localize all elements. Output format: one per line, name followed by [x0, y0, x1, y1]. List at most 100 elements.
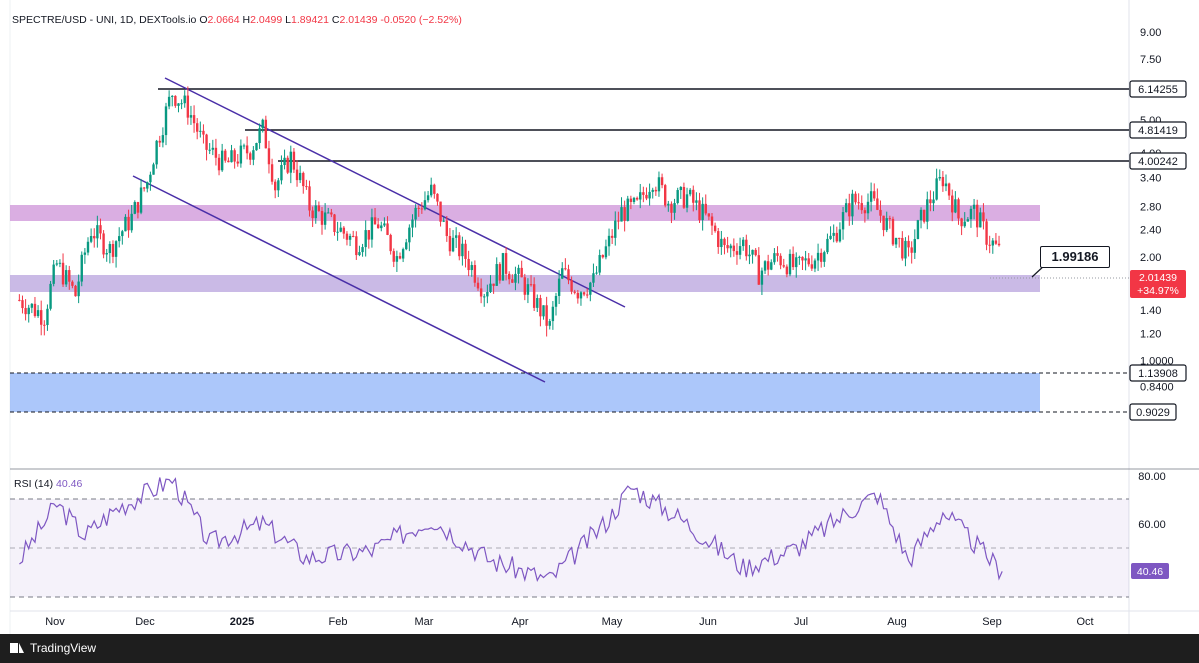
rsi-axis-80: 80.00 — [1138, 471, 1166, 483]
month-label: Apr — [511, 616, 528, 628]
candle-down — [174, 95, 177, 106]
candle-up — [554, 295, 558, 307]
candle-up — [679, 186, 682, 191]
candle-down — [373, 217, 377, 225]
candle-down — [445, 220, 448, 237]
candle-down — [389, 234, 392, 252]
candle-down — [186, 95, 190, 118]
high-label: H — [242, 14, 251, 26]
candle-down — [439, 201, 442, 222]
candle-down — [330, 212, 333, 215]
month-label: Aug — [887, 616, 907, 628]
candle-down — [433, 184, 436, 194]
candle-up — [96, 225, 99, 239]
candle-down — [33, 303, 37, 317]
candle-down — [158, 140, 161, 143]
candle-up — [632, 197, 636, 202]
candle-down — [820, 252, 823, 262]
candle-up — [470, 265, 473, 271]
candle-down — [68, 270, 71, 282]
candle-up — [239, 145, 243, 164]
low-label: L — [285, 14, 292, 26]
candle-up — [80, 254, 83, 282]
open-label: O — [199, 14, 208, 26]
candle-up — [161, 135, 165, 143]
candle-down — [436, 193, 439, 202]
candle-up — [298, 172, 302, 181]
candle-down — [863, 210, 867, 214]
candle-down — [573, 291, 576, 293]
candle-up — [155, 140, 158, 165]
candle-down — [642, 192, 645, 195]
candle-up — [252, 150, 255, 160]
candle-up — [657, 177, 661, 192]
channel-lower-line[interactable] — [132, 175, 546, 383]
change-value: -0.0520 (−2.52%) — [380, 14, 462, 26]
price-tick: 2.00 — [1140, 252, 1161, 264]
candle-up — [149, 174, 152, 183]
candle-down — [713, 225, 717, 232]
candle-up — [124, 216, 127, 232]
candle-up — [685, 194, 689, 208]
candle-up — [118, 236, 121, 242]
candle-up — [414, 207, 417, 220]
candle-up — [561, 268, 564, 279]
candle-down — [142, 187, 146, 189]
candle-up — [979, 212, 982, 228]
month-label: Sep — [982, 616, 1002, 628]
candle-down — [645, 194, 648, 199]
candle-up — [695, 200, 698, 203]
candle-up — [542, 305, 545, 317]
rsi-label[interactable]: RSI (14) — [14, 478, 54, 490]
channel-upper-line[interactable] — [164, 77, 626, 308]
candle-down — [448, 236, 452, 252]
candle-up — [991, 240, 994, 246]
candle-down — [24, 308, 27, 315]
candle-down — [523, 277, 526, 295]
candle-down — [227, 160, 230, 163]
candle-down — [345, 233, 349, 240]
candle-down — [835, 232, 838, 242]
price-callout[interactable]: 1.99186 — [1040, 246, 1110, 268]
candle-up — [701, 203, 704, 221]
open-value: 2.0664 — [207, 14, 240, 26]
candle-up — [152, 164, 155, 175]
candle-down — [692, 189, 695, 203]
candle-down — [698, 200, 701, 221]
candle-up — [327, 212, 330, 214]
candle-up — [411, 219, 414, 228]
candle-down — [43, 324, 46, 326]
candle-up — [536, 298, 539, 308]
candle-up — [773, 253, 776, 263]
time-axis: Nov Dec 2025 Feb Mar Apr May Jun Jul Aug… — [45, 616, 1093, 628]
close-value: 2.01439 — [339, 14, 378, 26]
level-label-box — [1129, 364, 1187, 382]
candle-down — [623, 207, 626, 221]
candle-down — [670, 203, 673, 213]
candle-up — [919, 209, 923, 221]
candle-down — [848, 203, 851, 217]
rsi-value-badge-text: 40.46 — [1137, 566, 1163, 578]
candle-up — [763, 261, 767, 271]
candle-up — [557, 278, 561, 296]
candle-down — [567, 269, 570, 281]
candle-down — [745, 239, 748, 257]
level-label-4-00: 4.00242 — [1138, 156, 1178, 168]
month-label: Dec — [135, 616, 155, 628]
candle-down — [102, 233, 105, 255]
candle-down — [274, 181, 277, 191]
candle-down — [654, 189, 658, 192]
candle-down — [726, 245, 729, 249]
candle-down — [791, 253, 795, 268]
chart-area[interactable]: 9.007.506.005.004.003.402.802.402.001.70… — [0, 0, 1199, 634]
candle-up — [913, 239, 916, 253]
candle-up — [579, 292, 583, 299]
tradingview-brand[interactable]: TradingView — [10, 641, 96, 655]
symbol-title[interactable]: SPECTRE/USD - UNI, 1D, DEXTools.io — [12, 14, 197, 26]
candle-down — [311, 210, 314, 219]
candle-up — [483, 296, 486, 298]
candle-up — [651, 189, 654, 192]
candle-down — [910, 247, 913, 253]
candle-down — [586, 294, 589, 296]
rsi-legend-value: 40.46 — [56, 478, 83, 490]
